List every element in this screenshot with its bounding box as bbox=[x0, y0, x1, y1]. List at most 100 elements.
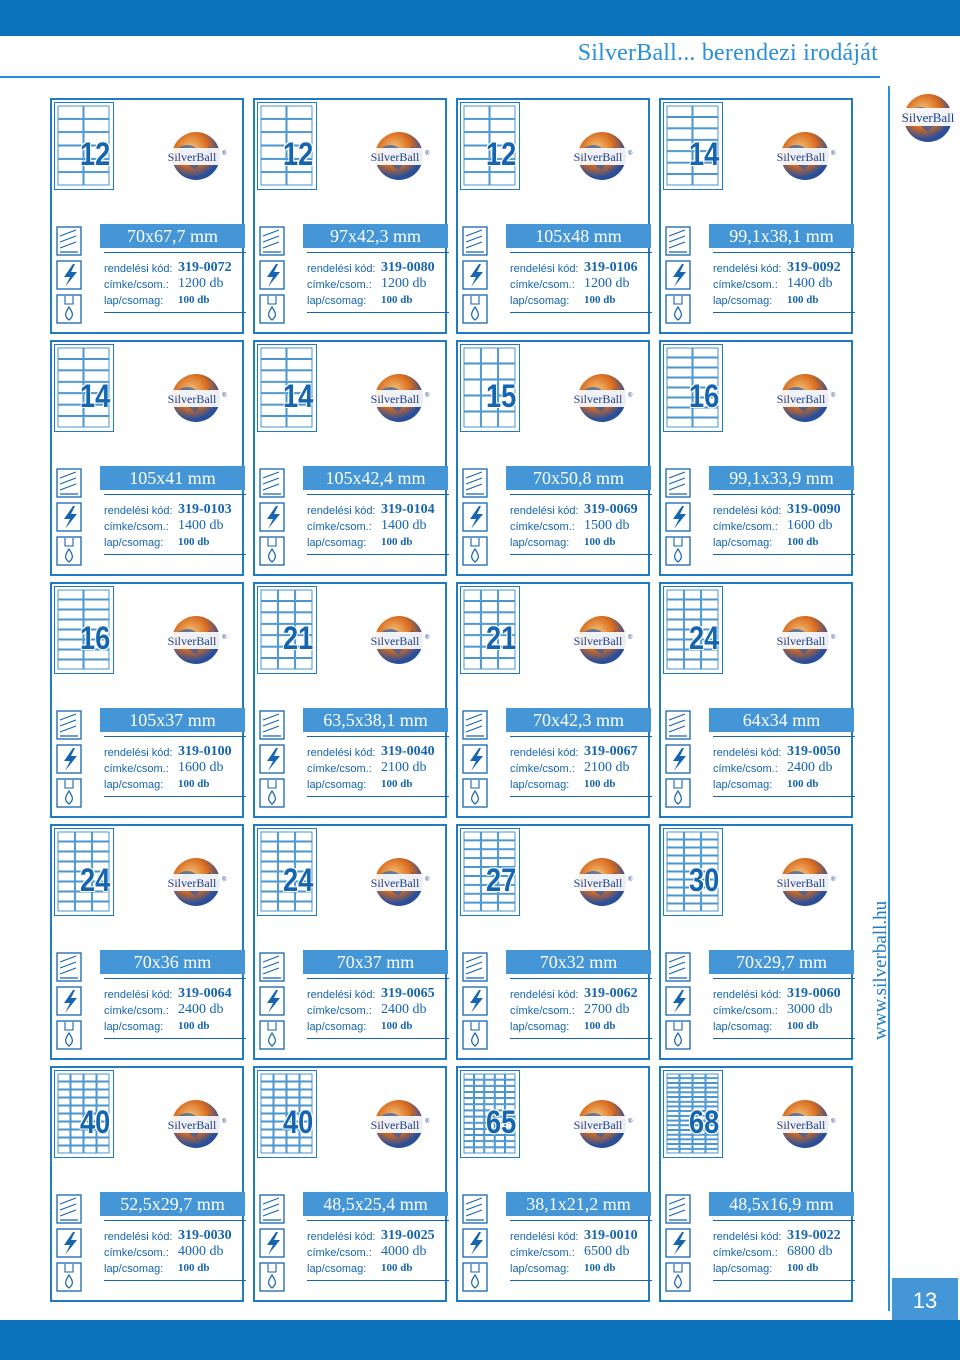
inkjet-icon bbox=[462, 536, 488, 566]
sheet-label-cell bbox=[83, 347, 110, 359]
registered-mark: ® bbox=[425, 876, 430, 883]
sheet-label-cell bbox=[273, 1073, 287, 1082]
sheet-label-cell bbox=[463, 1147, 474, 1154]
sheet-label-cell bbox=[83, 619, 110, 630]
sheet-label-cell bbox=[286, 1081, 300, 1090]
silverball-logo: SilverBall ® bbox=[773, 854, 837, 915]
sheet-label-cell bbox=[57, 1073, 71, 1082]
sheet-label-cell bbox=[57, 158, 84, 173]
label-sheet-diagram bbox=[257, 344, 317, 432]
sheet-label-cell bbox=[83, 370, 110, 382]
sheet-label-cell bbox=[463, 132, 490, 146]
sheet-label-cell bbox=[57, 901, 75, 912]
sheet-label-cell bbox=[692, 1092, 706, 1097]
labels-per-pack-label: címke/csom.: bbox=[104, 279, 169, 291]
sheet-label-cell bbox=[692, 117, 719, 129]
laser-icon bbox=[462, 260, 488, 290]
sheet-label-cell bbox=[57, 145, 84, 159]
order-code-value: 319-0062 bbox=[584, 986, 638, 1001]
order-code-label: rendelési kód: bbox=[713, 1231, 782, 1243]
logo-text: SilverBall bbox=[574, 392, 623, 406]
divider-line bbox=[104, 494, 246, 495]
divider-line bbox=[510, 736, 652, 737]
sheet-label-cell bbox=[286, 118, 313, 133]
divider-line bbox=[510, 312, 652, 313]
sheet-label-cell bbox=[494, 1128, 506, 1135]
product-card: 12 SilverBall ® 70x67,7 mm rendelési kód: 319… bbox=[50, 98, 246, 334]
sheet-label-cell bbox=[666, 1073, 680, 1079]
sheet-label-cell bbox=[57, 659, 84, 670]
sheet-label-cell bbox=[260, 416, 287, 428]
copier-icon bbox=[259, 468, 285, 498]
sheet-label-cell bbox=[666, 117, 693, 129]
sheet-label-cell bbox=[96, 1145, 110, 1154]
sheet-label-cell bbox=[260, 1137, 274, 1146]
sheet-label-cell bbox=[299, 1113, 313, 1122]
order-code-value: 319-0106 bbox=[584, 260, 638, 275]
sheet-label-cell bbox=[286, 404, 313, 416]
labels-per-pack-value: 4000 db bbox=[178, 1244, 224, 1259]
compatibility-icons bbox=[461, 708, 491, 810]
product-info: rendelési kód: 319-0103 címke/csom.: 1400 d… bbox=[104, 502, 246, 550]
sheets-per-pack-row: lap/csomag: 100 db bbox=[510, 1018, 652, 1034]
inkjet-icon bbox=[665, 778, 691, 808]
product-card: 15 SilverBall ® 70x50,8 mm rendelési kód: 319… bbox=[456, 340, 652, 576]
sheet-label-cell bbox=[484, 1098, 495, 1105]
sheet-label-cell bbox=[463, 884, 481, 894]
sheet-label-cell bbox=[473, 1085, 485, 1092]
inkjet-icon bbox=[462, 1020, 488, 1050]
sheet-label-cell bbox=[463, 1085, 474, 1092]
bottom-color-bar bbox=[0, 1320, 960, 1360]
sheet-label-cell bbox=[666, 377, 693, 388]
sheet-label-cell bbox=[692, 357, 719, 368]
sheet-label-cell bbox=[692, 1111, 706, 1116]
sheet-label-cell bbox=[480, 658, 499, 670]
order-code-value: 319-0100 bbox=[178, 744, 232, 759]
page-number: 13 bbox=[912, 1288, 938, 1313]
sheet-label-cell bbox=[666, 839, 684, 848]
order-code-row: rendelési kód: 319-0103 bbox=[104, 502, 246, 518]
sheets-per-pack-value: 100 db bbox=[584, 1020, 616, 1032]
compatibility-icons bbox=[664, 950, 694, 1052]
sheet-label-cell bbox=[260, 370, 287, 382]
sheet-label-cell bbox=[666, 1092, 680, 1097]
sheet-label-cell bbox=[70, 1145, 84, 1154]
order-code-label: rendelési kód: bbox=[104, 747, 173, 759]
labels-per-pack-label: címke/csom.: bbox=[307, 1247, 372, 1259]
silverball-logo: SilverBall ® bbox=[773, 128, 837, 189]
sheet-label-cell bbox=[83, 1081, 97, 1090]
sheet-label-cell bbox=[692, 417, 719, 428]
copier-icon bbox=[462, 226, 488, 256]
product-card: 24 SilverBall ® 70x36 mm rendelési kód: 319-0… bbox=[50, 824, 246, 1060]
logo-text: SilverBall bbox=[574, 634, 623, 648]
sheet-label-cell bbox=[480, 589, 499, 601]
sheet-label-cell bbox=[505, 1073, 516, 1080]
sheet-label-cell bbox=[92, 881, 110, 892]
sheet-label-cell bbox=[70, 1105, 84, 1114]
divider-line bbox=[713, 736, 855, 737]
label-sheet-diagram bbox=[460, 828, 520, 916]
labels-per-pack-label: címke/csom.: bbox=[510, 763, 575, 775]
sheet-label-cell bbox=[701, 599, 719, 610]
sheet-label-cell bbox=[83, 649, 110, 660]
order-code-row: rendelési kód: 319-0100 bbox=[104, 744, 246, 760]
sheet-label-cell bbox=[683, 599, 702, 610]
labels-per-pack-value: 2400 db bbox=[787, 760, 833, 775]
sheet-label-cell bbox=[260, 1097, 274, 1106]
sheet-label-cell bbox=[473, 1135, 485, 1142]
order-code-value: 319-0050 bbox=[787, 744, 841, 759]
website-url[interactable]: www.silverball.hu bbox=[870, 900, 891, 1040]
sheet-label-cell bbox=[701, 839, 719, 848]
sheet-label-cell bbox=[57, 381, 84, 394]
sheet-label-cell bbox=[480, 849, 499, 859]
sheet-label-cell bbox=[299, 1137, 313, 1146]
order-code-value: 319-0064 bbox=[178, 986, 232, 1001]
sheet-label-cell bbox=[498, 876, 516, 885]
product-info: rendelési kód: 319-0100 címke/csom.: 1600 d… bbox=[104, 744, 246, 792]
sheet-label-cell bbox=[57, 619, 84, 630]
sheet-label-cell bbox=[92, 831, 110, 842]
labels-per-pack-value: 6500 db bbox=[584, 1244, 630, 1259]
sheet-label-cell bbox=[701, 863, 719, 872]
sheet-label-cell bbox=[463, 1098, 474, 1105]
product-info: rendelési kód: 319-0069 címke/csom.: 1500 d… bbox=[510, 502, 652, 550]
